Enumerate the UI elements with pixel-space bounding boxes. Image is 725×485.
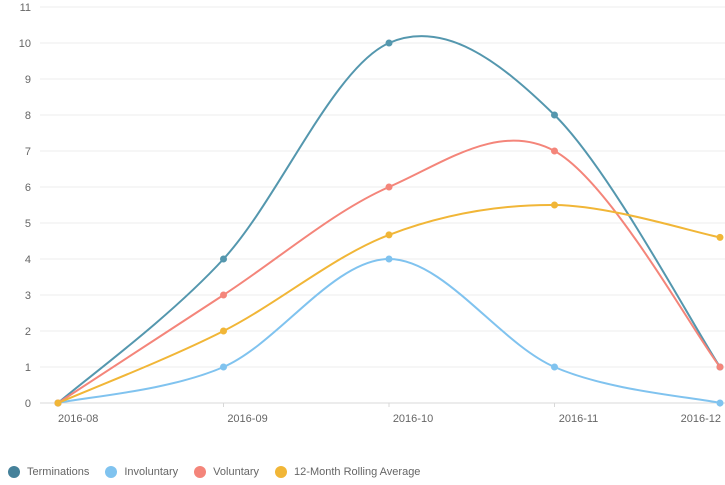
series-lines [57, 35, 721, 404]
x-tick-label: 2016-10 [393, 413, 433, 425]
y-tick-label: 11 [20, 2, 31, 14]
legend-swatch [194, 466, 207, 478]
data-point [220, 363, 227, 371]
y-tick-label: 9 [25, 74, 31, 86]
data-point [551, 111, 558, 119]
data-point [220, 327, 227, 335]
data-point [716, 363, 724, 371]
y-tick-label: 5 [25, 218, 31, 230]
x-tick-label: 2016-11 [559, 413, 599, 425]
legend-swatch [8, 466, 20, 478]
x-tick-label: 2016-08 [58, 413, 98, 425]
series-points [54, 39, 724, 407]
x-axis: 2016-08 2016-09 2016-10 2016-11 2016-12 [57, 403, 721, 425]
x-tick-label: 2016-12 [681, 413, 721, 425]
y-axis: 0 1 2 3 4 5 6 7 8 9 10 11 [19, 2, 31, 410]
data-point [220, 291, 227, 299]
data-point [716, 233, 724, 241]
legend-item-voluntary[interactable]: Voluntary [194, 466, 259, 478]
data-point [716, 399, 724, 407]
data-point [385, 183, 393, 191]
legend-item-rolling-average[interactable]: 12-Month Rolling Average [275, 466, 420, 478]
data-point [220, 255, 227, 263]
legend-swatch [105, 466, 118, 478]
data-point [54, 399, 62, 407]
legend: Terminations Involuntary Voluntary 12-Mo… [8, 466, 436, 478]
y-tick-label: 4 [25, 254, 31, 266]
legend-label: Voluntary [213, 466, 260, 478]
data-point [385, 255, 393, 263]
y-tick-label: 1 [25, 362, 31, 374]
legend-label: 12-Month Rolling Average [294, 466, 421, 478]
y-tick-label: 0 [25, 398, 31, 410]
y-tick-label: 10 [19, 38, 31, 50]
y-tick-label: 6 [25, 182, 31, 194]
legend-item-terminations[interactable]: Terminations [8, 466, 89, 478]
y-tick-label: 2 [25, 326, 31, 338]
series-line-2 [57, 139, 721, 404]
data-point [551, 201, 558, 209]
legend-label: Involuntary [124, 466, 179, 478]
data-point [385, 39, 393, 47]
y-tick-label: 8 [25, 110, 31, 122]
y-tick-label: 3 [25, 290, 31, 302]
data-point [551, 147, 558, 155]
x-tick-label: 2016-09 [227, 413, 267, 425]
legend-swatch [275, 466, 288, 478]
data-point [385, 231, 393, 239]
y-tick-label: 7 [25, 146, 31, 158]
legend-item-involuntary[interactable]: Involuntary [105, 466, 178, 478]
data-point [551, 363, 558, 371]
legend-label: Terminations [27, 466, 90, 478]
